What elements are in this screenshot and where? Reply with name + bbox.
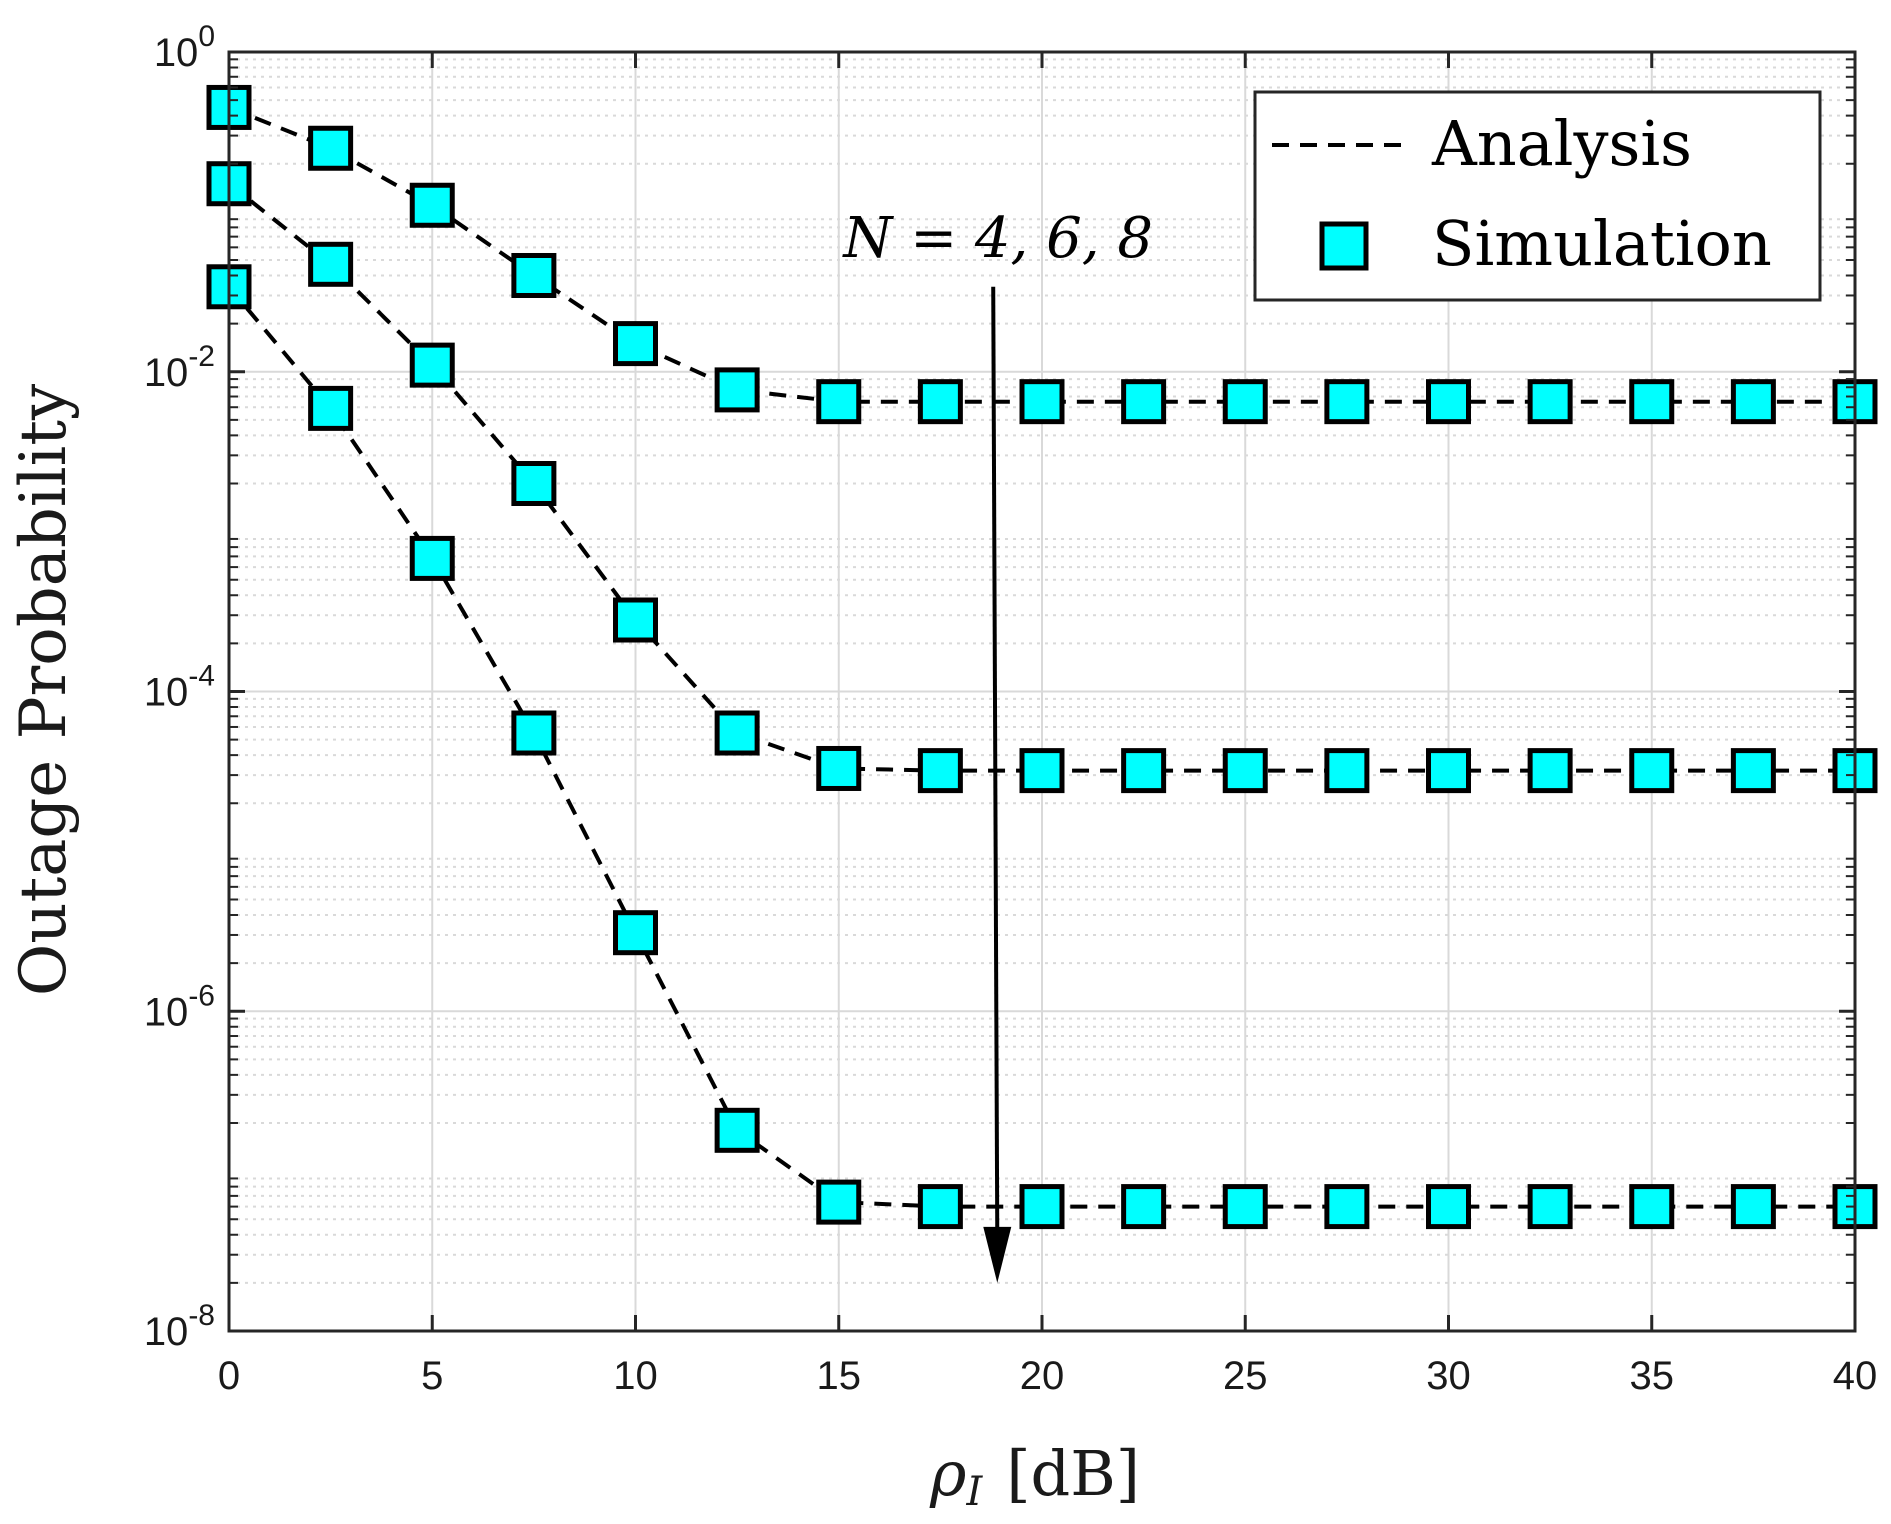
simulation-marker xyxy=(714,1107,760,1153)
simulation-marker xyxy=(1426,748,1471,794)
simulation-marker xyxy=(1222,1184,1268,1230)
simulation-marker xyxy=(714,710,760,756)
x-tick-labels: 0 5 10 15 20 25 30 35 40 xyxy=(218,1354,1877,1398)
simulation-marker xyxy=(1527,1184,1573,1230)
y-tick-label-exponent: -4 xyxy=(188,660,215,693)
x-tick-label: 15 xyxy=(817,1354,862,1398)
simulation-marker xyxy=(1730,1184,1776,1230)
simulation-marker xyxy=(1222,379,1268,425)
simulation-marker xyxy=(1426,379,1471,425)
y-axis-label: Outage Probability xyxy=(7,384,81,996)
analysis-line-series-1 xyxy=(228,105,1855,404)
axis-ticks xyxy=(227,50,1857,1333)
x-tick-label: 5 xyxy=(421,1354,443,1398)
simulation-marker xyxy=(1324,1184,1370,1230)
y-tick-label-exponent: -8 xyxy=(188,1299,215,1332)
simulation-marker xyxy=(1527,748,1573,794)
y-tick-label-exponent: 0 xyxy=(198,20,215,53)
annotation-text: N = 4, 6, 8 xyxy=(841,206,1153,271)
simulation-marker xyxy=(511,252,557,298)
x-tick-label: 0 xyxy=(218,1354,240,1398)
simulation-marker xyxy=(409,535,455,581)
simulation-marker xyxy=(511,460,557,506)
simulation-marker xyxy=(308,385,354,431)
annotation-arrow-head xyxy=(983,1226,1012,1283)
simulation-marker xyxy=(409,342,455,388)
simulation-marker xyxy=(308,241,354,287)
x-tick-label: 10 xyxy=(613,1354,658,1398)
simulation-marker xyxy=(1730,379,1776,425)
simulation-marker xyxy=(1019,379,1065,425)
simulation-marker xyxy=(1324,748,1370,794)
x-tick-label: 25 xyxy=(1223,1354,1268,1398)
simulation-marker xyxy=(1121,1184,1167,1230)
x-axis-label: ρI [dB] xyxy=(929,1437,1140,1515)
simulation-marker xyxy=(613,597,658,643)
simulation-marker xyxy=(1527,379,1573,425)
legend-simulation-marker xyxy=(1319,221,1369,271)
y-tick-label: 10-6 xyxy=(144,979,215,1034)
analysis-line-series-2 xyxy=(227,182,1855,773)
analysis-line-series-3 xyxy=(227,285,1855,1209)
annotation: N = 4, 6, 8 xyxy=(841,206,1153,1283)
y-tick-label-base: 10 xyxy=(144,1310,189,1354)
simulation-marker xyxy=(917,379,963,425)
simulation-marker xyxy=(1426,1184,1471,1230)
simulation-marker xyxy=(409,182,455,228)
simulation-marker xyxy=(714,367,760,413)
simulation-marker xyxy=(816,745,862,791)
simulation-marker xyxy=(1019,1184,1065,1230)
y-tick-label: 100 xyxy=(154,20,215,75)
simulation-markers xyxy=(206,84,1878,1230)
simulation-marker xyxy=(1324,379,1370,425)
analysis-lines xyxy=(227,105,1855,1209)
simulation-marker xyxy=(1121,748,1167,794)
x-axis-label-unit: [dB] xyxy=(1006,1437,1140,1510)
legend: Analysis Simulation xyxy=(1253,90,1822,302)
simulation-marker xyxy=(1629,1184,1675,1230)
y-tick-label: 10-2 xyxy=(144,340,215,395)
y-tick-label-base: 10 xyxy=(144,351,189,395)
x-tick-label: 35 xyxy=(1630,1354,1675,1398)
y-tick-label-base: 10 xyxy=(144,990,189,1034)
legend-box xyxy=(1253,90,1822,302)
y-tick-label-base: 10 xyxy=(144,671,189,715)
simulation-marker xyxy=(917,1184,963,1230)
y-tick-label: 10-8 xyxy=(144,1299,215,1354)
simulation-marker xyxy=(613,910,658,956)
legend-simulation-label: Simulation xyxy=(1432,207,1772,280)
x-tick-label: 30 xyxy=(1426,1354,1471,1398)
x-axis-label-subscript: I xyxy=(966,1469,984,1515)
simulation-marker xyxy=(1629,379,1675,425)
annotation-arrow-line xyxy=(991,286,1000,1239)
simulation-marker xyxy=(1629,748,1675,794)
simulation-marker xyxy=(308,125,354,171)
simulation-marker xyxy=(1222,748,1268,794)
simulation-marker xyxy=(1730,748,1776,794)
y-tick-label-base: 10 xyxy=(154,31,199,75)
x-tick-label: 20 xyxy=(1020,1354,1065,1398)
simulation-marker xyxy=(816,379,862,425)
simulation-marker xyxy=(613,321,658,367)
x-axis-label-symbol: ρ xyxy=(929,1437,966,1510)
simulation-marker xyxy=(816,1179,862,1225)
legend-analysis-label: Analysis xyxy=(1431,107,1692,180)
y-tick-label: 10-4 xyxy=(144,660,215,715)
simulation-marker xyxy=(1019,748,1065,794)
y-tick-label-exponent: -2 xyxy=(188,340,215,373)
y-tick-label-exponent: -6 xyxy=(188,979,215,1012)
simulation-marker xyxy=(1121,379,1167,425)
x-tick-label: 40 xyxy=(1833,1354,1878,1398)
simulation-marker xyxy=(917,748,963,794)
simulation-marker xyxy=(511,710,557,756)
